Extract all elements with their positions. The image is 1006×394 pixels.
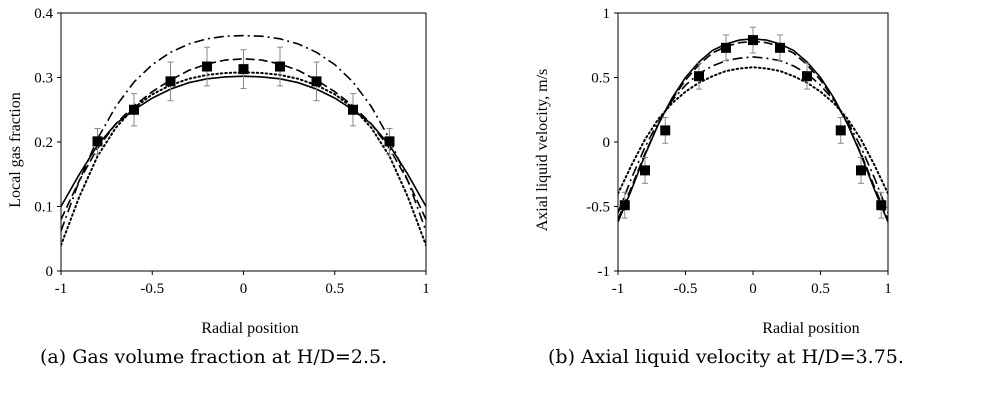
chart-a-data-point — [165, 76, 176, 87]
chart-b-data-point — [640, 165, 650, 176]
chart-b-series-dot — [618, 66, 888, 195]
chart-a: Local gas fraction Radial position 0 0.1 0… — [7, 6, 430, 337]
chart-b-ytick-label: 0.5 — [591, 71, 610, 87]
chart-b-xtick-label: -0.5 — [674, 281, 698, 297]
chart-b-data-point — [619, 200, 630, 211]
chart-a-ylabel: Local gas fraction — [7, 92, 24, 208]
chart-a-data-point — [275, 61, 285, 72]
chart-b-data-point — [694, 71, 704, 82]
chart-b-data-point — [835, 125, 846, 136]
chart-a-ytick-label: 0.2 — [34, 135, 53, 151]
chart-a-xlabel: Radial position — [201, 320, 298, 337]
chart-b-xtick-label: 0.5 — [811, 281, 830, 297]
chart-a-data-point — [348, 104, 358, 115]
chart-b-xtick-label: 1 — [884, 281, 892, 297]
chart-b-data-point — [802, 71, 812, 82]
chart-a-xtick-label: -0.5 — [140, 281, 164, 297]
chart-b-ytick-label: 0 — [603, 135, 611, 151]
chart-b-ylabel: Axial liquid velocity, m/s — [534, 69, 551, 232]
chart-b-data-point — [775, 42, 785, 53]
chart-b-ytick-label: -1 — [598, 264, 611, 280]
chart-a-series-dot — [61, 71, 426, 247]
chart-b-ytick-label: 1 — [603, 6, 611, 22]
caption-a: (a) Gas volume fraction at H/D=2.5. — [40, 346, 388, 368]
chart-b-xtick-label: -1 — [612, 281, 625, 297]
chart-a-ytick-label: 0.3 — [34, 71, 53, 87]
chart-a-data-point — [384, 136, 395, 147]
chart-a-data-point — [129, 104, 139, 115]
chart-a-xtick-label: 1 — [422, 281, 430, 297]
chart-b-data-point — [856, 165, 866, 176]
chart-b-xlabel: Radial position — [762, 320, 859, 337]
chart-b-data-point — [721, 42, 731, 53]
chart-a-ytick-label: 0.1 — [34, 200, 53, 216]
chart-a-xtick-label: -1 — [55, 281, 68, 297]
chart-a-data-point — [92, 136, 103, 147]
chart-b-data-point — [748, 35, 758, 46]
chart-a-series-dash — [61, 57, 426, 220]
chart-b-series-solid — [618, 37, 888, 223]
chart-a-data-point — [238, 64, 249, 75]
chart-a-xtick-label: 0 — [240, 281, 248, 297]
chart-b-ytick-label: -0.5 — [586, 200, 610, 216]
chart-a-series-dashdot — [61, 34, 426, 232]
chart-b-xtick-label: 0 — [749, 281, 757, 297]
chart-b-data-point — [660, 125, 671, 136]
chart-b-data-point — [876, 200, 887, 211]
caption-b: (b) Axial liquid velocity at H/D=3.75. — [548, 346, 904, 368]
chart-a-data-point — [202, 61, 212, 72]
chart-b: Axial liquid velocity, m/s Radial positi… — [534, 6, 892, 337]
chart-b-series-dash — [618, 40, 888, 220]
chart-a-data-point — [311, 76, 322, 87]
chart-a-series-solid — [61, 75, 426, 207]
chart-a-xtick-label: 0.5 — [325, 281, 344, 297]
chart-a-ytick-label: 0 — [46, 264, 54, 280]
chart-b-series-dashdot — [618, 56, 888, 214]
chart-a-ytick-label: 0.4 — [34, 6, 53, 22]
